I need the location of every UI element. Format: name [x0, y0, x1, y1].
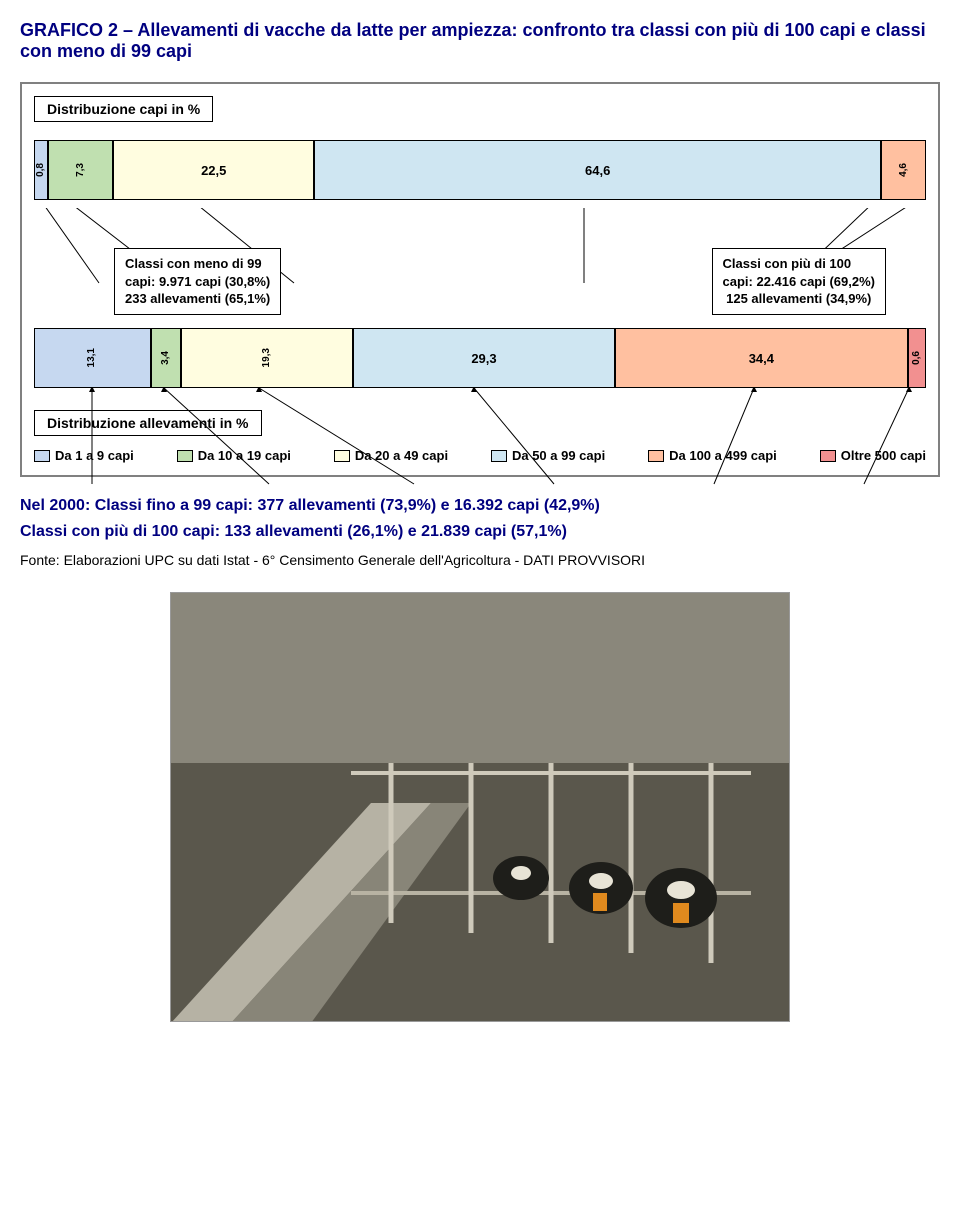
legend-label: Da 20 a 49 capi: [355, 448, 448, 463]
segment-label: 7,3: [76, 163, 86, 177]
segment-label: 19,3: [262, 348, 272, 367]
bar-segment: 3,4: [151, 328, 181, 388]
segment-label: 0,8: [36, 163, 46, 177]
bar-segment: 64,6: [314, 140, 881, 200]
bar-segment: 0,8: [34, 140, 48, 200]
annot-left-l2: capi: 9.971 capi (30,8%): [125, 273, 270, 291]
bar-segment: 0,6: [908, 328, 926, 388]
legend-label: Da 100 a 499 capi: [669, 448, 777, 463]
photo-svg: [171, 593, 790, 1022]
legend-item: Da 10 a 19 capi: [177, 448, 291, 463]
annotation-right: Classi con più di 100 capi: 22.416 capi …: [712, 248, 886, 315]
segment-label: 4,6: [899, 163, 909, 177]
legend-label: Da 10 a 19 capi: [198, 448, 291, 463]
bar-segment: 22,5: [113, 140, 314, 200]
bar-segment: 19,3: [181, 328, 353, 388]
legend-item: Da 1 a 9 capi: [34, 448, 134, 463]
segment-label: 0,6: [912, 351, 922, 365]
segment-label: 22,5: [201, 163, 226, 178]
legend-label: Da 50 a 99 capi: [512, 448, 605, 463]
segment-label: 3,4: [161, 351, 171, 365]
legend-item: Da 50 a 99 capi: [491, 448, 605, 463]
legend-swatch: [491, 450, 507, 462]
body-line-2: Classi con più di 100 capi: 133 allevame…: [20, 521, 940, 543]
legend-swatch: [177, 450, 193, 462]
legend-title: Distribuzione allevamenti in %: [34, 410, 262, 436]
annot-right-l1: Classi con più di 100: [723, 255, 875, 273]
bar-segment: 34,4: [615, 328, 908, 388]
legend-swatch: [820, 450, 836, 462]
bar-chart-capi: 0,8 7,3 22,5 64,6 4,6: [34, 140, 926, 200]
legend: Da 1 a 9 capi Da 10 a 19 capi Da 20 a 49 c…: [34, 448, 926, 463]
legend-item: Da 20 a 49 capi: [334, 448, 448, 463]
body-line-1: Nel 2000: Classi fino a 99 capi: 377 all…: [20, 495, 940, 517]
annot-right-l2: capi: 22.416 capi (69,2%): [723, 273, 875, 291]
segment-label: 29,3: [471, 351, 496, 366]
chart-container: Distribuzione capi in % 0,8 7,3 22,5 64,6 4,…: [20, 82, 940, 477]
segment-label: 34,4: [749, 351, 774, 366]
annot-right-l3: 125 allevamenti (34,9%): [723, 290, 875, 308]
legend-swatch: [334, 450, 350, 462]
bar-segment: 7,3: [48, 140, 113, 200]
legend-swatch: [34, 450, 50, 462]
chart1-title: Distribuzione capi in %: [34, 96, 213, 122]
bar2-area: 13,1 3,4 19,3 29,3 34,4 0,6: [34, 328, 926, 388]
legend-label: Oltre 500 capi: [841, 448, 926, 463]
legend-label: Da 1 a 9 capi: [55, 448, 134, 463]
legend-item: Da 100 a 499 capi: [648, 448, 777, 463]
segment-label: 13,1: [87, 348, 97, 367]
bar-segment: 29,3: [353, 328, 614, 388]
annot-left-l1: Classi con meno di 99: [125, 255, 270, 273]
legend-item: Oltre 500 capi: [820, 448, 926, 463]
bar-chart-allevamenti: 13,1 3,4 19,3 29,3 34,4 0,6: [34, 328, 926, 388]
source-line: Fonte: Elaborazioni UPC su dati Istat - …: [20, 552, 940, 568]
bar-segment: 4,6: [881, 140, 926, 200]
bar-segment: 13,1: [34, 328, 151, 388]
annot-left-l3: 233 allevamenti (65,1%): [125, 290, 270, 308]
annotation-left: Classi con meno di 99 capi: 9.971 capi (…: [114, 248, 281, 315]
segment-label: 64,6: [585, 163, 610, 178]
annotation-area: Classi con meno di 99 capi: 9.971 capi (…: [34, 208, 926, 328]
page-title: GRAFICO 2 – Allevamenti di vacche da lat…: [20, 20, 940, 62]
legend-swatch: [648, 450, 664, 462]
photo-placeholder: [170, 592, 790, 1022]
